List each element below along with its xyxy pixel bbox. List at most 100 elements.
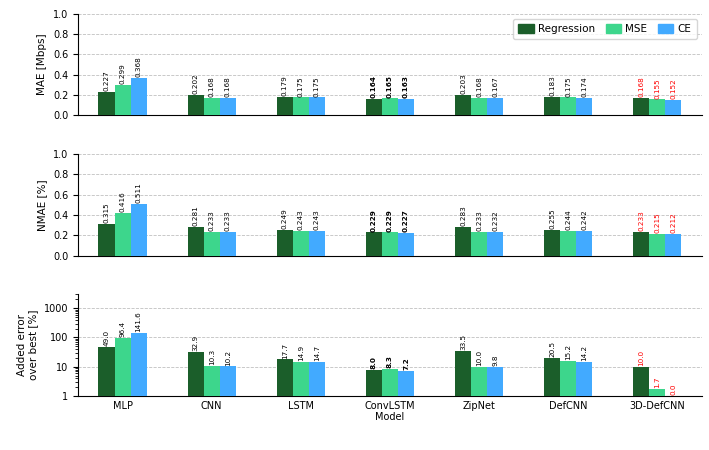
Bar <box>455 351 471 450</box>
Bar <box>203 98 220 115</box>
Text: 0.202: 0.202 <box>193 73 199 94</box>
Bar <box>277 97 293 115</box>
Text: 0.511: 0.511 <box>135 182 142 203</box>
Bar <box>366 232 382 256</box>
Legend: Regression, MSE, CE: Regression, MSE, CE <box>513 19 697 39</box>
Text: 0.163: 0.163 <box>403 75 409 98</box>
Text: 0.281: 0.281 <box>193 206 199 226</box>
Bar <box>649 389 665 450</box>
Bar <box>665 100 681 115</box>
Text: 14.9: 14.9 <box>298 345 304 361</box>
Bar <box>366 99 382 115</box>
Text: 1.7: 1.7 <box>654 377 660 388</box>
Bar <box>665 396 681 450</box>
Text: 0.229: 0.229 <box>371 209 377 231</box>
Bar <box>130 204 147 256</box>
Text: 141.6: 141.6 <box>135 311 142 332</box>
Bar <box>366 369 382 450</box>
Y-axis label: NMAE [%]: NMAE [%] <box>38 179 48 230</box>
Text: 14.2: 14.2 <box>581 345 587 361</box>
Bar <box>293 231 309 256</box>
Bar <box>471 367 487 450</box>
Text: 0.227: 0.227 <box>403 209 409 232</box>
Bar <box>277 230 293 256</box>
Text: 0.175: 0.175 <box>565 76 571 97</box>
Bar <box>309 231 325 256</box>
Bar <box>220 98 236 115</box>
Text: 0.215: 0.215 <box>654 212 660 233</box>
Text: 32.9: 32.9 <box>193 334 199 351</box>
Text: 0.233: 0.233 <box>476 210 482 231</box>
Bar <box>220 232 236 256</box>
Text: 8.3: 8.3 <box>387 355 393 368</box>
Text: 0.242: 0.242 <box>581 209 587 230</box>
Text: 0.229: 0.229 <box>387 209 393 231</box>
Text: 0.165: 0.165 <box>387 75 393 98</box>
Bar <box>544 230 560 256</box>
Text: 0.168: 0.168 <box>476 76 482 97</box>
Bar <box>487 367 503 450</box>
Text: 0.255: 0.255 <box>549 208 555 229</box>
Text: 0.244: 0.244 <box>565 209 571 230</box>
Text: 0.203: 0.203 <box>460 73 466 94</box>
Bar <box>130 78 147 115</box>
Bar <box>382 369 398 450</box>
Bar <box>487 98 503 115</box>
Bar <box>293 362 309 450</box>
Text: 0.249: 0.249 <box>281 209 288 230</box>
Text: 0.167: 0.167 <box>492 76 498 98</box>
Text: 14.7: 14.7 <box>314 345 320 361</box>
Text: 0.0: 0.0 <box>671 383 676 395</box>
Bar <box>649 234 665 256</box>
Bar <box>455 227 471 256</box>
Text: 0.175: 0.175 <box>314 76 320 97</box>
Text: 0.227: 0.227 <box>104 71 109 91</box>
Bar <box>560 361 576 450</box>
Text: 0.232: 0.232 <box>492 211 498 231</box>
Bar <box>398 371 414 450</box>
Text: 0.179: 0.179 <box>281 76 288 96</box>
Text: 0.243: 0.243 <box>314 209 320 230</box>
Bar <box>398 233 414 256</box>
Text: 20.5: 20.5 <box>549 341 555 357</box>
Bar <box>455 94 471 115</box>
Text: 0.416: 0.416 <box>120 192 125 212</box>
Bar <box>203 366 220 450</box>
Bar <box>309 362 325 450</box>
Text: 0.299: 0.299 <box>120 63 125 84</box>
Text: 8.0: 8.0 <box>371 356 377 369</box>
Text: 10.2: 10.2 <box>225 349 230 365</box>
Text: 49.0: 49.0 <box>104 329 109 346</box>
Bar <box>665 234 681 256</box>
Text: 15.2: 15.2 <box>565 344 571 360</box>
Bar <box>576 231 592 256</box>
Text: 0.212: 0.212 <box>671 212 676 233</box>
Text: 17.7: 17.7 <box>281 342 288 359</box>
Bar <box>203 232 220 256</box>
Bar <box>471 232 487 256</box>
Bar <box>115 213 130 256</box>
Text: 10.3: 10.3 <box>208 349 215 365</box>
Bar <box>560 98 576 115</box>
Text: 0.233: 0.233 <box>208 210 215 231</box>
Bar <box>115 338 130 450</box>
Text: 0.243: 0.243 <box>298 209 304 230</box>
Bar <box>309 98 325 115</box>
Text: 0.183: 0.183 <box>549 75 555 96</box>
Bar <box>99 224 115 256</box>
Text: 0.152: 0.152 <box>671 78 676 99</box>
Text: 96.4: 96.4 <box>120 321 125 337</box>
Text: 33.5: 33.5 <box>460 334 466 351</box>
Text: 0.233: 0.233 <box>225 210 230 231</box>
Bar <box>99 346 115 450</box>
Text: 0.368: 0.368 <box>135 56 142 77</box>
Text: 0.175: 0.175 <box>298 76 304 97</box>
Bar <box>398 99 414 115</box>
Bar <box>560 231 576 256</box>
Bar <box>115 85 130 115</box>
Text: 0.168: 0.168 <box>225 76 230 97</box>
Text: 0.283: 0.283 <box>460 205 466 226</box>
Bar <box>220 366 236 450</box>
Bar <box>188 351 203 450</box>
Y-axis label: MAE [Mbps]: MAE [Mbps] <box>38 34 48 95</box>
